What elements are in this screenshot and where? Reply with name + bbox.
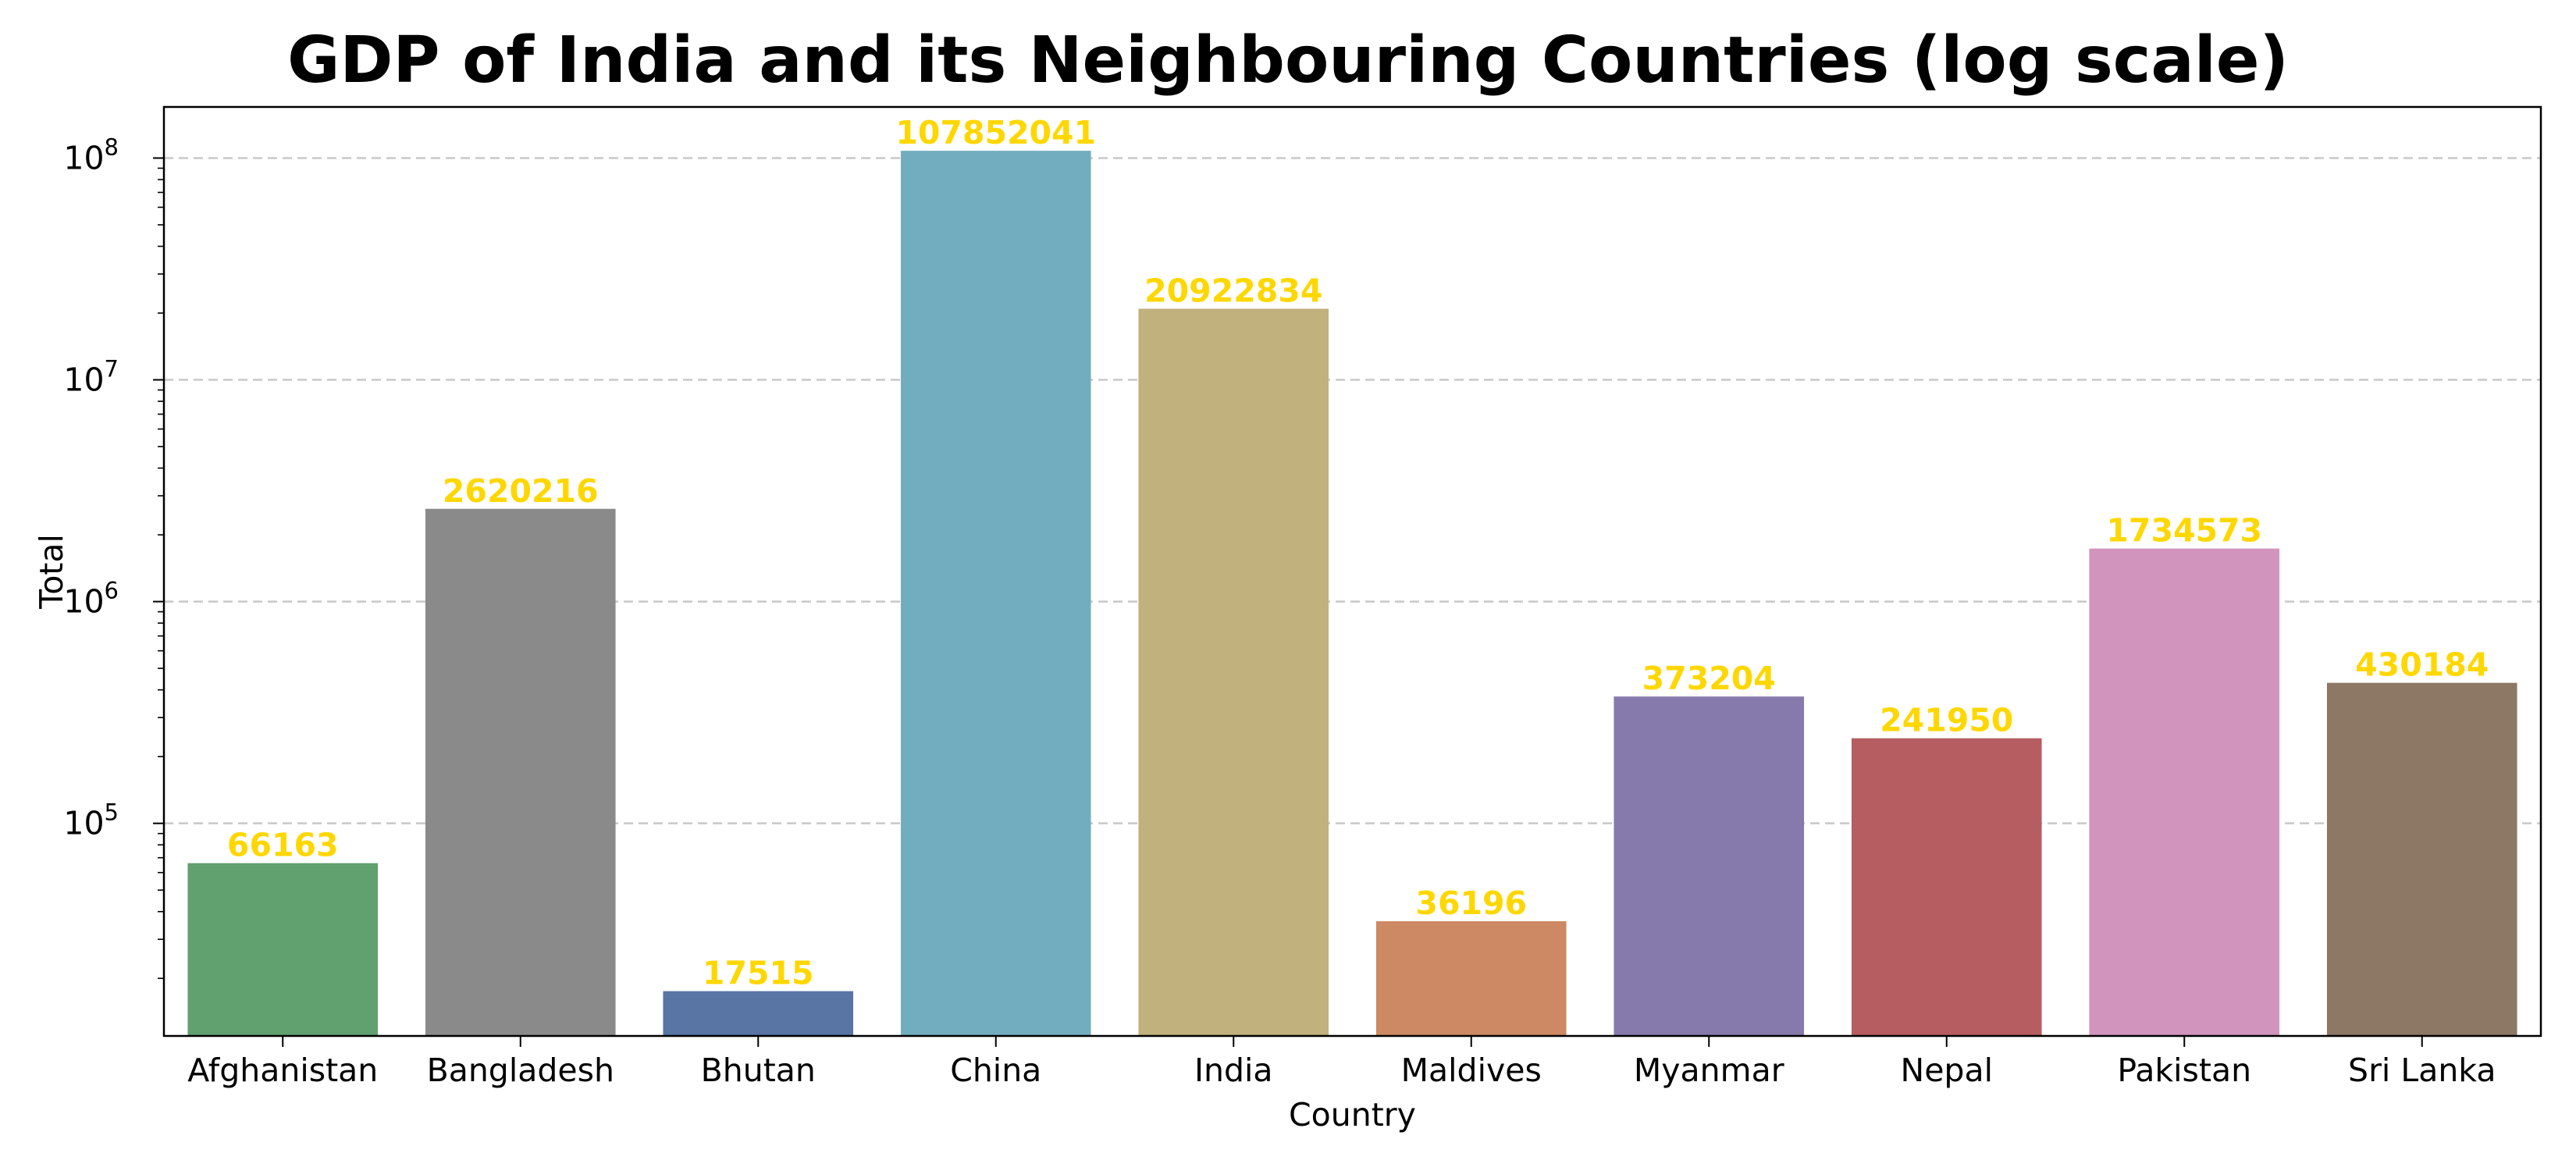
bars [187,151,2517,1037]
x-tick-label: India [1194,1052,1273,1089]
x-tick-label: Afghanistan [187,1052,378,1089]
bar [2326,682,2517,1036]
y-axis-label: Total [33,534,70,610]
x-tick-label: China [950,1052,1041,1089]
bar-value-label: 373204 [1642,660,1776,697]
bar [425,508,616,1036]
x-tick-label: Bangladesh [427,1052,614,1089]
x-axis-label: Country [1289,1096,1416,1134]
bar [1614,696,1805,1036]
y-tick-label: 106 [63,578,119,621]
bar-value-label: 430184 [2355,646,2489,684]
axes: Afghanistan Bangladesh Bhutan China India Mal… [63,105,2542,1089]
bar-value-label: 1734573 [2106,512,2262,550]
x-tick-label: Maldives [1401,1052,1542,1089]
bar-value-label: 107852041 [895,114,1096,151]
chart-title: GDP of India and its Neighbouring Countr… [287,23,2289,98]
x-tick-label: Myanmar [1634,1052,1784,1089]
bar-value-label: 20922834 [1144,272,1322,309]
bar-value-label: 241950 [1880,702,2013,739]
bar [663,991,854,1036]
bar [1851,738,2042,1036]
x-tick-label: Sri Lanka [2348,1052,2496,1089]
x-tick-label: Bhutan [701,1052,816,1089]
y-tick-label: 108 [63,133,119,176]
data-labels: 66163 2620216 17515 107852041 20922834 36196 3… [227,114,2489,991]
bar [1138,308,1329,1037]
bar-value-label: 36196 [1415,884,1527,922]
y-tick-label: 105 [63,799,119,842]
x-tick-label: Nepal [1901,1052,1993,1089]
bar [2089,548,2280,1036]
bar [187,863,379,1036]
y-tick-label: 107 [63,356,119,399]
x-tick-label: Pakistan [2117,1052,2251,1089]
bar-value-label: 17515 [703,955,814,992]
plot-frame [162,105,2542,1038]
bar [900,151,1091,1036]
bar-value-label: 66163 [227,827,339,864]
bar [1375,921,1567,1036]
bar-value-label: 2620216 [443,472,599,510]
